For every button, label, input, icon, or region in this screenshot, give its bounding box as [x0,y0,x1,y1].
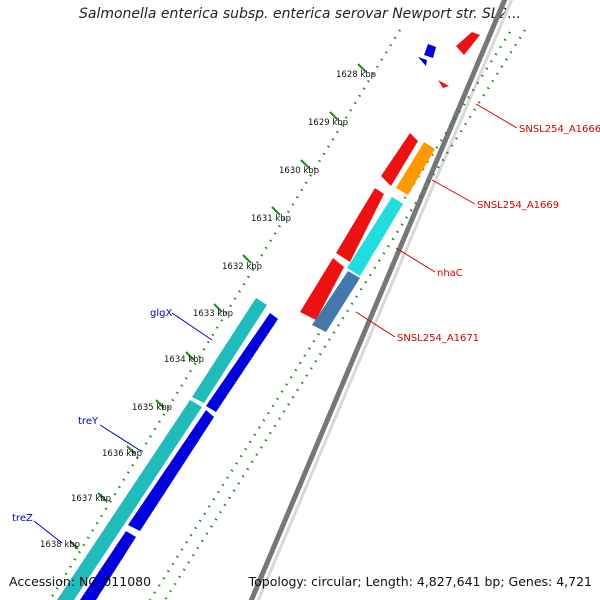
tick-label: 1638 kbp [40,540,80,550]
ruler-tick-labels: 1628 kbp 1629 kbp 1630 kbp 1631 kbp 1632… [40,70,376,550]
gene-label[interactable]: SNSL254_A1669 [477,200,559,211]
gene-arrow[interactable] [381,133,418,186]
reverse-strand-genes [57,298,278,600]
gene-arrow[interactable] [396,142,435,195]
gene-callouts-left: glgX treY treZ [12,308,213,544]
gene-arrow[interactable] [128,410,214,531]
gene-label[interactable]: treY [78,416,99,427]
tick-label: 1628 kbp [336,70,376,80]
tick-label: 1629 kbp [308,118,348,128]
gene-arrow[interactable] [57,400,202,600]
gene-arrow[interactable] [336,188,384,262]
gene-arrow[interactable] [438,80,449,88]
gene-label[interactable]: nhaC [437,268,463,279]
gene-arrow[interactable] [192,298,267,403]
gene-label[interactable]: treZ [12,513,33,524]
gene-arrow[interactable] [300,258,344,320]
tick-label: 1635 kbp [132,403,172,413]
genome-backbone [248,0,514,600]
gene-arrow[interactable] [80,531,136,600]
tick-label: 1636 kbp [102,449,142,459]
tick-label: 1631 kbp [251,214,291,224]
small-blue-genes [418,44,436,66]
tick-label: 1633 kbp [193,309,233,319]
gene-arrow[interactable] [347,197,403,276]
ruler-tick-marks [69,63,367,550]
tick-label: 1637 kbp [71,494,111,504]
genome-title: Salmonella enterica subsp. enterica sero… [79,6,521,22]
gene-callouts-right: SNSL254_A1666 SNSL254_A1669 nhaC SNSL254… [355,103,600,344]
gene-arrow[interactable] [206,313,278,412]
accession-text: Accession: NC_011080 [9,574,152,589]
gene-label[interactable]: SNSL254_A1671 [397,333,479,344]
tick-label: 1630 kbp [279,166,319,176]
gene-label[interactable]: SNSL254_A1666 [519,124,600,135]
gene-arrow[interactable] [424,44,436,58]
forward-strand-genes [300,32,480,332]
topology-text: Topology: circular; Length: 4,827,641 bp… [248,574,592,589]
tick-label: 1634 kbp [164,355,204,365]
feature-track-dots [48,29,527,600]
gene-arrow[interactable] [456,32,480,55]
gene-label[interactable]: glgX [150,308,172,319]
tick-label: 1632 kbp [222,262,262,272]
gene-arrow[interactable] [418,57,427,66]
gene-arrow[interactable] [312,271,360,332]
